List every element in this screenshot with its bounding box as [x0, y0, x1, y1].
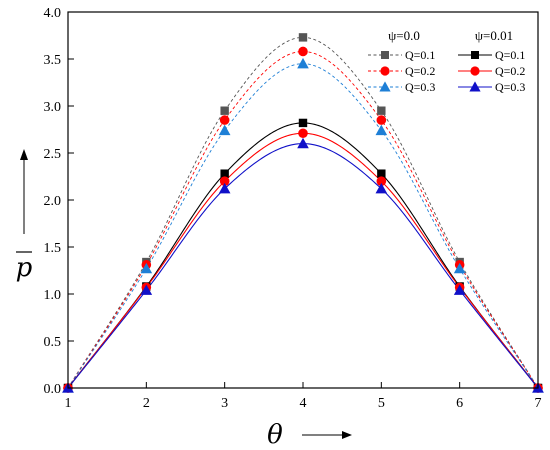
legend-label: Q=0.3 — [405, 80, 435, 94]
triangle-marker — [297, 57, 309, 69]
y-tick-label: 4.0 — [44, 6, 62, 21]
y-tick-label: 3.5 — [44, 53, 62, 68]
legend-label: Q=0.3 — [495, 80, 525, 94]
triangle-marker — [469, 81, 481, 92]
x-tick-label: 4 — [300, 396, 307, 411]
x-tick-label: 6 — [456, 396, 463, 411]
y-tick-label: 2.0 — [44, 194, 62, 209]
circle-marker — [219, 115, 230, 125]
triangle-marker — [453, 284, 466, 295]
x-tick-label: 3 — [221, 396, 228, 411]
triangle-marker — [218, 182, 231, 194]
square-marker — [377, 169, 386, 178]
triangle-marker — [297, 137, 309, 149]
triangle-marker — [375, 182, 388, 194]
square-marker — [298, 118, 308, 128]
triangle-marker — [379, 81, 391, 92]
y-axis-arrow — [20, 149, 28, 234]
legend-item: Q=0.1 — [458, 48, 525, 62]
square-marker — [377, 106, 386, 115]
x-axis: 1 2 3 4 5 6 7 — [65, 382, 542, 411]
legend-label: Q=0.2 — [405, 64, 435, 78]
triangle-marker — [140, 284, 153, 295]
circle-marker — [470, 66, 480, 76]
triangle-marker — [453, 262, 466, 274]
legend-group-title: ψ=0.0 — [388, 28, 420, 43]
y-tick-label: 1.5 — [44, 241, 62, 256]
y-tick-label: 0.0 — [44, 382, 62, 397]
square-marker — [381, 51, 389, 59]
square-marker — [220, 169, 229, 178]
legend-group-title: ψ=0.01 — [475, 28, 513, 43]
legend-item: Q=0.3 — [368, 80, 435, 94]
square-marker — [220, 106, 229, 115]
y-tick-label: 2.5 — [44, 147, 62, 162]
legend-item: Q=0.3 — [458, 80, 525, 94]
circle-marker — [380, 66, 390, 76]
legend-item: Q=0.2 — [458, 64, 525, 78]
x-axis-arrow — [302, 431, 352, 439]
y-tick-label: 1.0 — [44, 288, 62, 303]
triangle-marker — [218, 124, 231, 136]
legend-item: Q=0.2 — [368, 64, 435, 78]
square-marker — [298, 33, 308, 42]
y-tick-label: 3.0 — [44, 100, 62, 115]
triangle-marker — [375, 124, 388, 136]
legend-label: Q=0.1 — [405, 48, 435, 62]
circle-marker — [376, 115, 387, 125]
y-tick-label: 0.5 — [44, 335, 62, 350]
plot-area — [68, 12, 538, 388]
x-tick-label: 1 — [65, 396, 72, 411]
legend-label: Q=0.2 — [495, 64, 525, 78]
circle-marker — [298, 46, 308, 57]
circle-marker — [376, 176, 387, 186]
triangle-marker — [140, 262, 153, 274]
square-marker — [471, 51, 479, 59]
y-axis: 0.0 0.5 1.0 1.5 2.0 2.5 3.0 3.5 4.0 — [44, 6, 74, 397]
legend-label: Q=0.1 — [495, 48, 525, 62]
circle-marker — [298, 128, 308, 139]
y-axis-title: p — [16, 253, 33, 283]
legend: ψ=0.0 ψ=0.01 Q=0.1 Q=0.2 Q=0.3 Q=0.1 Q=0.2 Q=0.… — [368, 28, 525, 94]
legend-item: Q=0.1 — [368, 48, 435, 62]
x-tick-label: 7 — [535, 396, 542, 411]
circle-marker — [219, 176, 230, 186]
x-tick-label: 5 — [378, 396, 385, 411]
x-tick-label: 2 — [143, 396, 150, 411]
x-axis-title: θ — [267, 420, 283, 450]
series-markers-psi0-Q03 — [62, 57, 544, 393]
